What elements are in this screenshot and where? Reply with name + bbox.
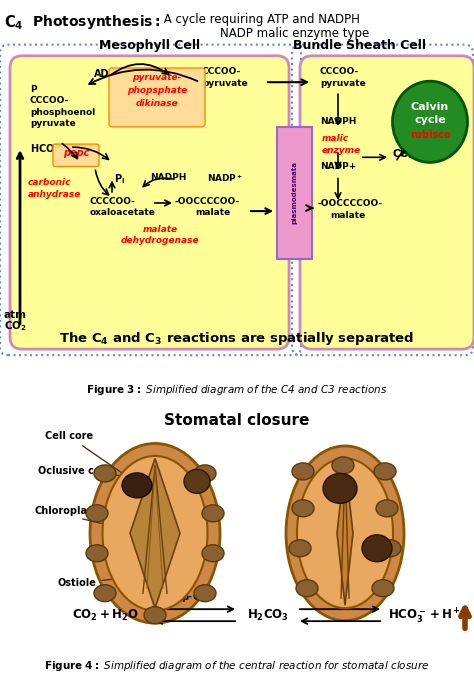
Ellipse shape — [194, 465, 216, 482]
Text: pyruvate: pyruvate — [202, 79, 248, 88]
FancyBboxPatch shape — [53, 144, 99, 167]
Ellipse shape — [332, 457, 354, 474]
Ellipse shape — [292, 500, 314, 517]
Ellipse shape — [362, 535, 392, 562]
Text: CCCOO-: CCCOO- — [202, 67, 241, 76]
Text: NADP malic enzyme type: NADP malic enzyme type — [220, 28, 370, 41]
FancyBboxPatch shape — [109, 68, 205, 127]
Text: P: P — [30, 85, 36, 94]
Text: CCCOO-: CCCOO- — [30, 96, 69, 105]
Text: pyruvate: pyruvate — [320, 79, 366, 88]
Text: Chloroplasts: Chloroplasts — [35, 506, 206, 520]
Text: $\mathbf{CO_2+H_2O}$: $\mathbf{CO_2+H_2O}$ — [72, 608, 138, 623]
Text: cycle: cycle — [414, 115, 446, 125]
Text: $\mathbf{\beta}$-CA: $\mathbf{\beta}$-CA — [181, 590, 209, 604]
Text: $\mathbf{\beta}$-CA: $\mathbf{\beta}$-CA — [326, 590, 354, 604]
Text: $\mathbf{P_i}$: $\mathbf{P_i}$ — [114, 172, 126, 186]
Text: $\mathbf{HCO_3^-}$: $\mathbf{HCO_3^-}$ — [30, 142, 62, 157]
Text: phosphoenol: phosphoenol — [30, 107, 95, 116]
Text: Oclusive cell: Oclusive cell — [38, 466, 181, 482]
Text: Bundle Sheath Cell: Bundle Sheath Cell — [293, 39, 427, 52]
Text: pyruvate-: pyruvate- — [132, 73, 182, 82]
Polygon shape — [130, 458, 180, 608]
Text: carbonic: carbonic — [28, 178, 72, 187]
Text: ⚡: ⚡ — [138, 68, 147, 81]
Ellipse shape — [296, 579, 318, 597]
Text: malate: malate — [143, 225, 178, 234]
Ellipse shape — [297, 458, 393, 608]
Ellipse shape — [374, 463, 396, 480]
Text: enzyme: enzyme — [322, 146, 361, 155]
Text: $\mathbf{C_4}$: $\mathbf{C_4}$ — [4, 13, 24, 32]
Text: CCCOO-: CCCOO- — [320, 67, 359, 76]
Text: $\mathbf{CO_2}$: $\mathbf{CO_2}$ — [4, 319, 27, 333]
Ellipse shape — [292, 463, 314, 480]
Bar — [277, 127, 312, 259]
Text: $\mathbf{Photosynthesis:}$: $\mathbf{Photosynthesis:}$ — [32, 13, 161, 31]
Ellipse shape — [202, 545, 224, 562]
Text: Ostiole: Ostiole — [58, 573, 161, 588]
Text: malate: malate — [330, 211, 365, 220]
Ellipse shape — [122, 473, 152, 498]
Text: NADPH: NADPH — [150, 172, 186, 181]
Ellipse shape — [86, 545, 108, 562]
Text: pyruvate: pyruvate — [30, 119, 76, 127]
Text: Mesophyll Cell: Mesophyll Cell — [100, 39, 201, 52]
Text: plasmodesmata: plasmodesmata — [291, 161, 297, 224]
Ellipse shape — [376, 500, 398, 517]
Text: The $\mathbf{C_4}$ and $\mathbf{C_3}$ reactions are spatially separated: The $\mathbf{C_4}$ and $\mathbf{C_3}$ re… — [59, 330, 415, 347]
Text: $\mathbf{NADP^+}$: $\mathbf{NADP^+}$ — [207, 172, 243, 184]
Text: ADP: ADP — [94, 69, 116, 79]
Polygon shape — [337, 462, 353, 605]
FancyBboxPatch shape — [10, 56, 289, 349]
Text: $\mathbf{Figure\ 3:}$ Simplified diagram of the C4 and C3 reactions: $\mathbf{Figure\ 3:}$ Simplified diagram… — [86, 383, 388, 397]
Ellipse shape — [392, 81, 467, 163]
Ellipse shape — [94, 585, 116, 601]
Text: malic: malic — [322, 134, 349, 143]
Text: ATP: ATP — [176, 69, 197, 79]
Text: -OOCCCCOO-: -OOCCCCOO- — [175, 197, 240, 206]
Text: $\mathbf{CO_2}$: $\mathbf{CO_2}$ — [392, 147, 415, 161]
Text: dikinase: dikinase — [136, 99, 178, 108]
Text: CCCCOO-: CCCCOO- — [90, 197, 136, 206]
Ellipse shape — [379, 539, 401, 557]
Text: $\mathbf{Figure\ 4:}$ Simplified diagram of the central reaction for stomatal cl: $\mathbf{Figure\ 4:}$ Simplified diagram… — [44, 659, 430, 673]
FancyBboxPatch shape — [300, 56, 474, 349]
Ellipse shape — [323, 473, 357, 504]
Ellipse shape — [372, 579, 394, 597]
Text: rubisco: rubisco — [410, 130, 450, 140]
Text: NADP+: NADP+ — [320, 163, 356, 172]
Ellipse shape — [202, 505, 224, 522]
Ellipse shape — [102, 456, 208, 610]
Text: anhydrase: anhydrase — [28, 189, 82, 199]
Ellipse shape — [90, 444, 220, 623]
Text: -OOCCCCOO-: -OOCCCCOO- — [318, 199, 383, 208]
Ellipse shape — [144, 607, 166, 624]
Text: dehydrogenase: dehydrogenase — [121, 236, 199, 245]
Text: phopsphate: phopsphate — [127, 86, 187, 95]
Ellipse shape — [286, 446, 404, 621]
Ellipse shape — [86, 505, 108, 522]
Ellipse shape — [184, 469, 210, 493]
Text: A cycle requiring ATP and NADPH: A cycle requiring ATP and NADPH — [160, 13, 360, 26]
Text: $\mathbf{H_2CO_3}$: $\mathbf{H_2CO_3}$ — [247, 608, 289, 623]
Ellipse shape — [94, 465, 116, 482]
Ellipse shape — [194, 585, 216, 601]
Text: pepc: pepc — [63, 148, 89, 158]
Text: $\mathbf{HCO_3^-+ H^+}$: $\mathbf{HCO_3^-+ H^+}$ — [388, 606, 461, 624]
Text: oxaloacetate: oxaloacetate — [90, 208, 156, 217]
Text: atm: atm — [4, 309, 27, 320]
Text: Calvin: Calvin — [411, 101, 449, 112]
Text: malate: malate — [195, 208, 230, 217]
Text: Cell core: Cell core — [45, 431, 134, 481]
Text: NADPH: NADPH — [320, 116, 356, 125]
Ellipse shape — [289, 539, 311, 557]
Text: Stomatal closure: Stomatal closure — [164, 413, 310, 429]
